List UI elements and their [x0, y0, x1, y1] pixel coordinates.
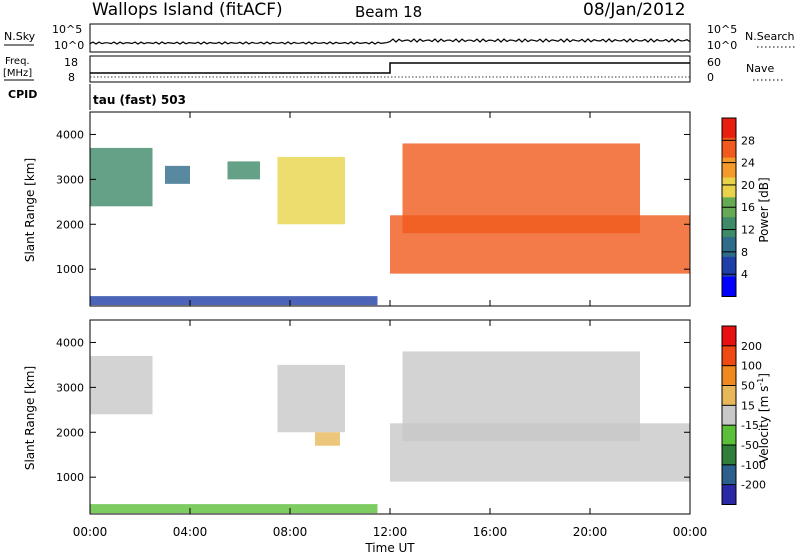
velocity-colorbar-label-text: Velocity [m s: [757, 386, 771, 463]
colorbar-segment: [722, 118, 736, 139]
power-features: [90, 143, 690, 306]
colorbar-segment: [722, 157, 736, 178]
y-tick-label: 4000: [56, 128, 84, 141]
velocity-colorbar-label-exp: -1: [756, 378, 765, 386]
date-label: 08/Jan/2012: [583, 0, 686, 20]
y-tick-label: 2000: [56, 426, 84, 439]
velocity-y-axis: 1000 2000 3000 4000: [56, 336, 690, 484]
y-tick-label: 4000: [56, 336, 84, 349]
nsky-tick-low: 10^0: [54, 39, 84, 52]
colorbar-tick-label: 24: [741, 157, 755, 170]
colorbar-tick-label: -200: [741, 479, 766, 492]
colorbar-segment: [722, 365, 736, 386]
colorbar-segment: [722, 256, 736, 277]
colorbar-segment: [722, 345, 736, 366]
echo-region-6: [90, 504, 378, 514]
colorbar-tick-label: 50: [741, 379, 755, 392]
power-y-axis: 1000 2000 3000 4000: [56, 128, 690, 276]
colorbar-tick-label: 16: [741, 201, 755, 214]
power-panel: 1000 2000 3000 4000 Slant Range [km]: [23, 111, 691, 307]
echo-region-3: [315, 432, 340, 446]
colorbar-tick-label: 15: [741, 399, 755, 412]
colorbar-frame: [721, 325, 737, 505]
colorbar-segment: [722, 217, 736, 238]
velocity-colorbar-label: Velocity [m s-1]: [756, 373, 771, 463]
colorbar-tick-label: 28: [741, 134, 755, 147]
nsky-label: N.Sky: [4, 30, 36, 43]
colorbar-tick-label: -15: [741, 419, 759, 432]
colorbar-tick-label: 8: [741, 246, 748, 259]
colorbar-tick-label: -50: [741, 439, 759, 452]
cpid-value: tau (fast) 503: [93, 93, 186, 107]
x-tick-label: 04:00: [173, 525, 208, 539]
velocity-y-label: Slant Range [km]: [23, 366, 37, 470]
colorbar-segment: [722, 385, 736, 406]
echo-region-7: [90, 296, 378, 306]
colorbar-segment: [722, 177, 736, 198]
cpid-label: CPID: [8, 88, 37, 101]
freq-label: Freq.: [5, 56, 30, 67]
velocity-colorbar-label-close: ]: [757, 373, 771, 378]
echo-region-2: [165, 165, 190, 184]
x-tick-label: 00:00: [73, 525, 108, 539]
colorbar-segment: [722, 326, 736, 347]
colorbar-segment: [722, 425, 736, 446]
x-tick-label: 20:00: [573, 525, 608, 539]
velocity-panel: 1000 2000 3000 4000 Slant Range [km]: [23, 319, 691, 515]
station-title: Wallops Island (fitACF): [92, 0, 283, 20]
nave-tick-high: 60: [707, 56, 721, 69]
freq-trace: [90, 62, 690, 74]
freq-tick-high: 18: [64, 56, 78, 69]
echo-region-1: [90, 355, 153, 415]
colorbar-segment: [722, 276, 736, 297]
echo-region-4: [277, 156, 345, 225]
x-axis: 00:00 04:00 08:00 12:00 16:00 20:00 00:00: [73, 112, 708, 539]
nsky-trace: [89, 38, 691, 45]
y-tick-label: 1000: [56, 471, 84, 484]
power-colorbar-label: Power [dB]: [757, 177, 771, 242]
y-tick-label: 2000: [56, 218, 84, 231]
echo-region-3: [227, 161, 260, 180]
echo-region-5: [390, 423, 690, 482]
colorbar-segment: [722, 236, 736, 258]
colorbar-tick-label: 4: [741, 268, 748, 281]
x-tick-label: 08:00: [273, 525, 308, 539]
freq-unit: [MHz]: [3, 68, 32, 79]
velocity-colorbar: 200 100 50 15 -15 -50 -100 -200: [721, 325, 766, 505]
colorbar-tick-label: 200: [741, 340, 762, 353]
nsearch-tick-high: 10^5: [707, 23, 737, 36]
y-tick-label: 3000: [56, 381, 84, 394]
echo-region-1: [90, 147, 153, 207]
colorbar-segment: [722, 444, 736, 466]
x-tick-label: 16:00: [473, 525, 508, 539]
power-y-label: Slant Range [km]: [23, 158, 37, 262]
nave-label: Nave: [746, 62, 774, 75]
x-axis-label: Time UT: [364, 541, 415, 554]
beam-label: Beam 18: [355, 3, 422, 21]
colorbar-segment: [722, 484, 736, 505]
freq-panel-frame: [89, 55, 691, 83]
freq-tick-low: 8: [68, 71, 75, 84]
nsearch-tick-low: 10^0: [707, 39, 737, 52]
nave-tick-low: 0: [707, 71, 714, 84]
echo-region-6: [390, 215, 690, 274]
power-colorbar: 4 8 12 16 20 24 28: [721, 117, 755, 297]
colorbar-segment: [722, 464, 736, 485]
colorbar-segment: [722, 137, 736, 158]
x-tick-label: 12:00: [373, 525, 408, 539]
nsky-tick-high: 10^5: [52, 23, 82, 36]
colorbar-tick-label: -100: [741, 459, 766, 472]
velocity-features: [90, 351, 690, 514]
colorbar-tick-label: 20: [741, 179, 755, 192]
nsearch-label: N.Search: [745, 30, 795, 43]
y-tick-label: 3000: [56, 173, 84, 186]
colorbar-segment: [722, 405, 736, 426]
nsky-panel-frame: [89, 23, 691, 53]
colorbar-tick-label: 100: [741, 360, 762, 373]
colorbar-tick-label: 12: [741, 224, 755, 237]
x-tick-label: 00:00: [673, 525, 708, 539]
echo-region-2: [277, 364, 345, 433]
y-tick-label: 1000: [56, 263, 84, 276]
